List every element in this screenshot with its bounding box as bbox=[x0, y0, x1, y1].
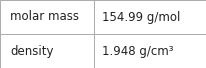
Text: 1.948 g/cm³: 1.948 g/cm³ bbox=[102, 44, 173, 58]
Text: molar mass: molar mass bbox=[10, 10, 79, 24]
Text: 154.99 g/mol: 154.99 g/mol bbox=[102, 10, 180, 24]
Text: density: density bbox=[10, 44, 54, 58]
